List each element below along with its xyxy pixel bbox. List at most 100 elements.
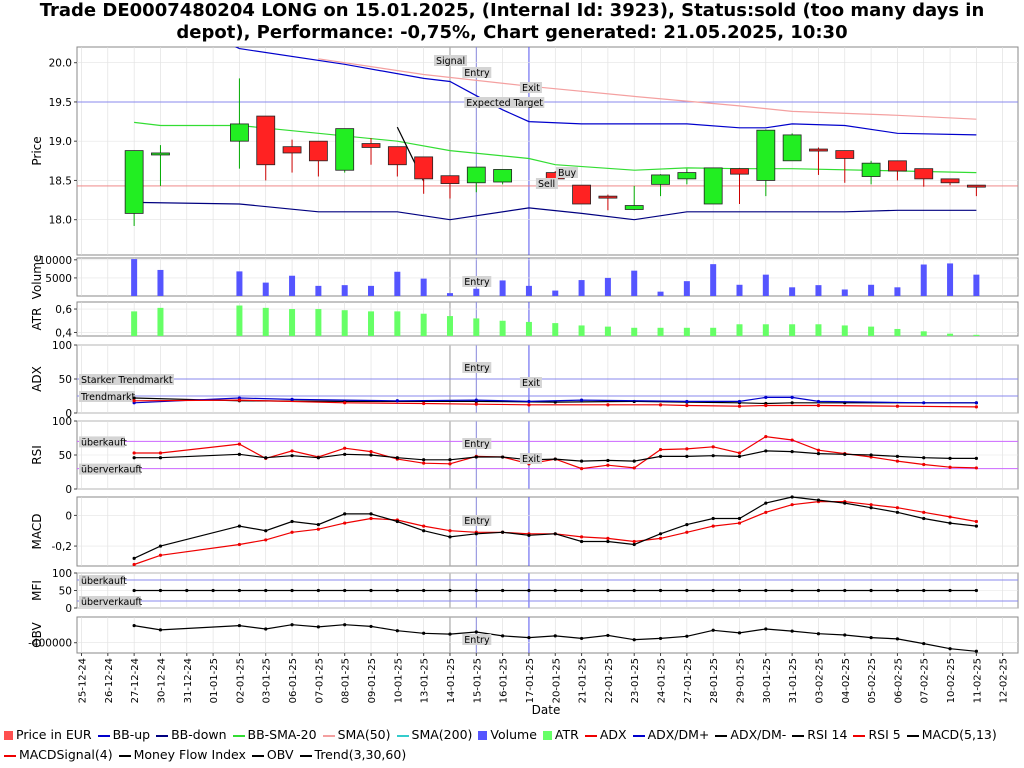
adx-line-point <box>764 403 768 408</box>
rsi14-line-point <box>237 452 242 456</box>
atr-bar <box>762 324 769 336</box>
legend-label: ADX <box>599 727 627 742</box>
rsi14-line-point <box>948 456 952 460</box>
rsi5-line-point <box>685 447 689 451</box>
mfi-overbought-label-bg <box>79 575 125 586</box>
adx-exit-label: Exit <box>522 378 540 389</box>
xtick-label: 20-01-25 <box>551 658 562 703</box>
chart-legend: Price in EUR BB-up BB-down BB-SMA-20 SMA(50)… <box>4 725 1020 765</box>
legend-label: RSI 14 <box>807 727 848 742</box>
macd-line-point <box>606 539 610 544</box>
rsi-ytick-label: 100 <box>52 416 72 428</box>
macd-signal-line-point <box>948 515 952 519</box>
legend-label: SMA(200) <box>411 727 473 742</box>
volume-bar <box>420 278 427 296</box>
volume-ytick-label: 5000 <box>45 273 72 285</box>
volume-bar <box>315 285 322 296</box>
xtick-label: 30-12-24 <box>156 658 167 703</box>
obv-ytick-label: -400000 <box>28 638 72 650</box>
volume-bar <box>789 287 796 296</box>
signal-label: Signal <box>436 56 465 67</box>
xtick-label: 10-02-25 <box>946 658 957 703</box>
atr-bar <box>131 311 138 336</box>
obv-line-point <box>132 623 136 628</box>
volume-bar <box>973 274 980 296</box>
macd-signal-line-point <box>132 562 136 567</box>
xtick-label: 06-01-25 <box>288 658 299 703</box>
rsi-exit-label: Exit <box>522 454 540 465</box>
obv-line-point <box>553 634 557 638</box>
chart-title: Trade DE0007480204 LONG on 15.01.2025, (… <box>0 0 1024 44</box>
legend-swatch <box>715 734 728 737</box>
obv-entry-label-bg <box>462 634 492 645</box>
volume-bar <box>289 275 296 296</box>
atr-bar <box>420 313 427 336</box>
dm-plus-line-point <box>685 399 689 404</box>
mfi-line-point <box>316 588 320 593</box>
atr-bar <box>973 334 980 336</box>
legend-swatch <box>632 734 645 737</box>
mfi-line-point <box>737 588 742 593</box>
candle-body <box>256 115 276 166</box>
rsi14-line-point <box>790 450 794 454</box>
volume-bar <box>131 259 138 296</box>
rsi14-line-point <box>369 453 373 457</box>
macd-signal-line-point <box>606 536 610 541</box>
xtick-label: 25-12-24 <box>78 658 89 703</box>
rsi14-line-point <box>501 455 505 459</box>
rsi14-line-point <box>316 456 320 460</box>
xtick-label: 28-01-25 <box>709 658 720 703</box>
macd-signal-line-point <box>790 503 794 507</box>
atr-bar <box>631 327 638 336</box>
obv-line-point <box>527 635 531 640</box>
adx-line-point <box>474 402 478 406</box>
macd-signal-line-point <box>685 530 689 534</box>
adx-trend-label-bg <box>79 391 135 402</box>
rsi5-line-point <box>790 438 794 442</box>
candle-body <box>677 172 697 180</box>
xtick-label: 17-01-25 <box>525 658 536 703</box>
legend-label: SMA(50) <box>337 727 391 742</box>
volume-bar <box>578 280 585 296</box>
adx-line-point <box>685 403 689 408</box>
legend-item: ADX/DM- <box>715 725 786 745</box>
rsi-overbought-label-bg <box>79 436 125 448</box>
obv-line-point <box>948 647 952 651</box>
rsi14-line-point <box>448 458 452 462</box>
xtick-label: 01-01-25 <box>209 658 220 703</box>
chart-title-line-1: Trade DE0007480204 LONG on 15.01.2025, (… <box>39 0 985 21</box>
rsi5-line-point <box>448 462 452 466</box>
atr-bar <box>604 326 611 336</box>
candle-body <box>651 174 670 185</box>
mfi-line-point <box>553 588 557 593</box>
adx-line-point <box>658 403 663 407</box>
mfi-line-point <box>527 588 531 593</box>
legend-swatch <box>232 734 245 737</box>
rsi14-line-point <box>843 452 847 456</box>
obv-entry-label: Entry <box>464 635 490 646</box>
macd-line-point <box>290 519 294 524</box>
mfi-ytick-label: 0 <box>65 603 72 615</box>
legend-swatch <box>251 754 264 757</box>
buy-label-bg <box>555 167 578 178</box>
mfi-line-point <box>185 588 189 593</box>
legend-item: ADX <box>584 725 627 745</box>
volume-bar <box>710 264 717 296</box>
xtick-label: 30-01-25 <box>762 658 773 703</box>
legend-swatch <box>542 731 552 740</box>
entry-label-bg <box>462 67 492 78</box>
rsi14-line-point <box>553 457 557 461</box>
price-ytick-label: 18.5 <box>49 175 72 187</box>
adx-ytick-label: 0 <box>65 408 72 420</box>
rsi5-line-point <box>422 461 426 465</box>
rsi-exit-label-bg <box>519 453 542 464</box>
xtick-label: 31-01-25 <box>788 658 799 703</box>
legend-item: SMA(200) <box>396 725 473 745</box>
macd-line-point <box>922 516 926 521</box>
sell-label-bg <box>535 178 558 189</box>
candle-body <box>440 175 460 184</box>
adx-ylabel: ADX <box>30 366 44 392</box>
price-ytick-label: 19.0 <box>49 136 72 148</box>
macd-signal-line-point <box>974 519 978 524</box>
obv-line-point <box>711 628 715 632</box>
